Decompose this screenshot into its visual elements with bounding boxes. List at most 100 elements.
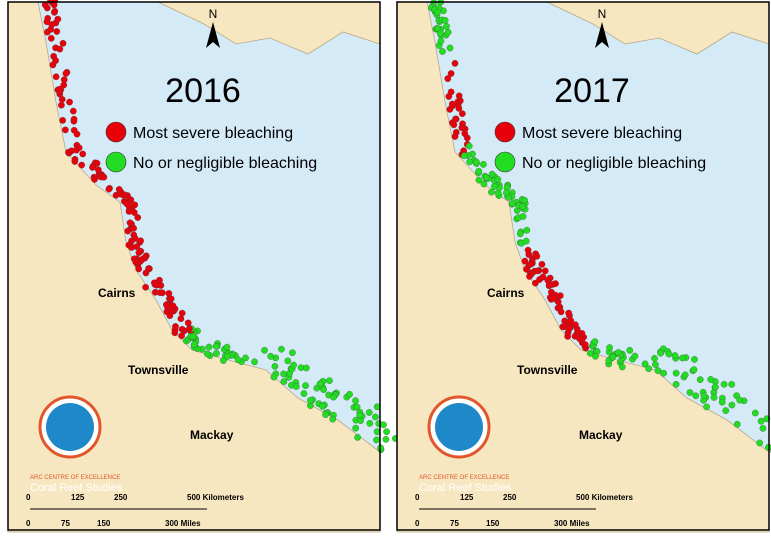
reef-site	[751, 409, 759, 417]
logo-line1: ARC CENTRE OF EXCELLENCE	[419, 475, 509, 481]
reef-site	[135, 249, 143, 256]
reef-site	[450, 121, 458, 129]
scale-mile-label: 75	[61, 519, 70, 528]
reef-site	[482, 174, 490, 181]
reef-site	[58, 96, 66, 103]
reef-site	[571, 332, 579, 340]
reef-site	[523, 226, 531, 234]
legend-label: Most severe bleaching	[522, 125, 682, 142]
reef-site	[605, 357, 613, 364]
reef-site	[459, 120, 466, 128]
reef-site	[66, 98, 73, 106]
reef-site	[131, 201, 139, 209]
reef-site	[292, 383, 300, 390]
legend-swatch	[105, 121, 127, 143]
map-frame	[7, 1, 381, 531]
reef-site	[373, 436, 380, 444]
reef-site	[615, 349, 622, 356]
reef-site	[447, 70, 455, 77]
reef-site	[366, 419, 374, 427]
reef-site	[712, 383, 719, 391]
reef-site	[451, 133, 459, 140]
reef-site	[522, 237, 530, 245]
reef-site	[261, 346, 268, 354]
legend-swatch	[494, 121, 516, 143]
reef-site	[686, 389, 694, 396]
reef-site	[720, 380, 728, 388]
city-label: Mackay	[190, 428, 234, 442]
scale-km-label: 500 Kilometers	[576, 493, 633, 502]
scale-mile-label: 150	[97, 519, 111, 528]
scale-mile-label: 0	[415, 519, 420, 528]
reef-site	[48, 21, 56, 28]
reef-site	[458, 110, 466, 118]
reef-site	[142, 283, 149, 291]
reef-site	[475, 167, 483, 175]
reef-site	[212, 342, 220, 350]
reef-site	[320, 386, 327, 393]
reef-site	[651, 355, 658, 362]
reef-site	[503, 189, 510, 197]
reef-site	[443, 23, 450, 30]
map-year: 2017	[554, 72, 630, 110]
reef-site	[707, 376, 715, 383]
reef-site	[541, 267, 549, 275]
reef-site	[488, 188, 495, 196]
reef-site	[437, 37, 445, 45]
reef-site	[270, 373, 278, 381]
reef-site	[159, 289, 166, 297]
reef-site	[521, 196, 528, 204]
reef-site	[97, 173, 105, 181]
reef-site	[526, 273, 533, 280]
reef-site	[190, 341, 198, 348]
reef-site	[352, 397, 359, 405]
reef-site	[728, 401, 736, 409]
reef-site	[550, 294, 558, 302]
scale-km-label: 250	[114, 493, 128, 502]
reef-site	[356, 411, 364, 419]
reef-site	[329, 415, 337, 423]
reef-site	[307, 396, 314, 404]
reef-site	[672, 380, 680, 388]
scale-mile-label: 0	[26, 519, 31, 528]
reef-site	[460, 152, 468, 160]
reef-site	[473, 158, 480, 166]
reef-site	[439, 48, 446, 55]
reef-site	[446, 106, 454, 113]
reef-site	[567, 317, 575, 324]
legend-label: Most severe bleaching	[133, 125, 293, 142]
reef-site	[736, 396, 744, 404]
reef-site	[532, 279, 539, 287]
reef-site	[124, 227, 132, 235]
reef-site	[534, 267, 542, 275]
legend-swatch	[494, 151, 516, 173]
reef-site	[302, 382, 309, 389]
reef-site	[516, 230, 524, 238]
reef-site	[130, 209, 138, 216]
reef-site	[527, 260, 535, 268]
map-panel: N 2016 Most severe bleaching No or negligib…	[7, 0, 399, 533]
scale-km-label: 0	[26, 493, 31, 502]
reef-site	[131, 235, 139, 242]
reef-site	[203, 350, 211, 358]
reef-site	[490, 183, 498, 190]
reef-site	[538, 261, 546, 268]
reef-site	[654, 367, 662, 374]
reef-site	[436, 29, 444, 37]
reef-site	[533, 252, 541, 260]
reef-site	[372, 413, 379, 421]
reef-site	[609, 353, 617, 361]
reef-site	[78, 161, 86, 169]
reef-site	[242, 354, 249, 362]
reef-site	[186, 325, 193, 332]
reef-site	[539, 273, 547, 281]
north-label: N	[598, 7, 607, 21]
reef-site	[710, 394, 718, 401]
reef-site	[452, 115, 460, 123]
reef-site	[618, 363, 626, 371]
reef-site	[672, 369, 680, 377]
reef-site	[475, 176, 483, 184]
reef-site	[289, 349, 296, 357]
reef-site	[223, 343, 231, 351]
